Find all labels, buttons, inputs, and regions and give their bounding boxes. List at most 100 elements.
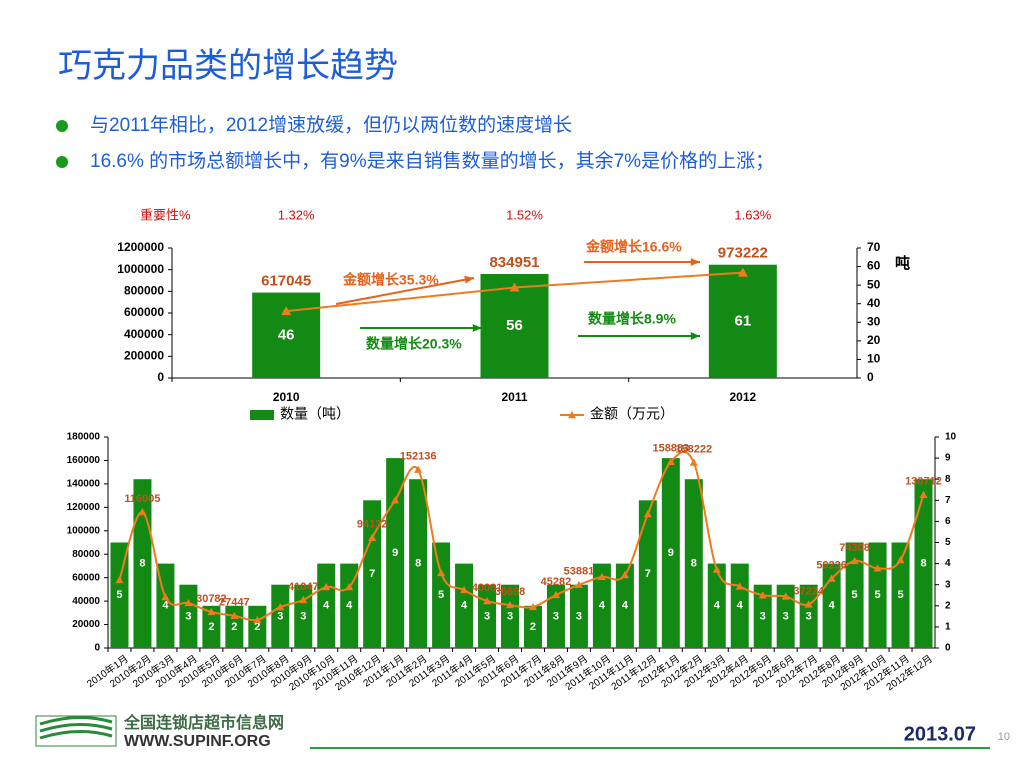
bar <box>271 584 290 648</box>
legend-swatch <box>250 410 274 420</box>
bar-label: 4 <box>714 600 721 612</box>
bullet-text: 16.6% 的市场总额增长中，有9%是来自销售数量的增长，其余7%是价格的上涨； <box>90 150 774 172</box>
y-tick-label: 1200000 <box>117 240 164 254</box>
line-marker <box>414 465 423 473</box>
line-label: 30782 <box>196 593 227 605</box>
bar-label: 3 <box>277 610 283 622</box>
line-marker <box>737 267 748 277</box>
line-marker <box>666 457 675 465</box>
bar <box>776 584 795 648</box>
bar-label: 2 <box>530 621 536 633</box>
y-tick-label: 100000 <box>67 525 101 536</box>
bar-label: 3 <box>783 610 789 622</box>
line-marker <box>689 458 698 466</box>
line-marker <box>735 582 744 590</box>
line-label: 94132 <box>357 519 388 531</box>
x-tick-label: 2012 <box>729 390 756 404</box>
y2-tick-label: 20 <box>867 333 881 347</box>
bar <box>248 605 267 648</box>
bullet-dot <box>56 120 68 132</box>
line-marker <box>345 583 354 591</box>
line-marker <box>391 496 400 504</box>
bar <box>179 584 198 648</box>
line-label: 116005 <box>124 493 160 505</box>
bar-label: 2 <box>208 621 214 633</box>
line-label: 45282 <box>541 576 572 588</box>
site-url: WWW.SUPINF.ORG <box>124 733 271 750</box>
page-number: 10 <box>998 731 1010 743</box>
legend-label: 金额（万元） <box>590 406 674 422</box>
line-label: 59236 <box>816 559 847 571</box>
line-marker <box>804 600 813 608</box>
bar <box>409 479 428 648</box>
line-marker <box>620 570 629 579</box>
bar <box>569 584 588 648</box>
bar <box>592 563 611 648</box>
line-label: 27447 <box>219 597 250 609</box>
line-marker <box>758 591 767 599</box>
y-tick-label: 400000 <box>124 327 164 341</box>
line-label: 37224 <box>793 585 824 597</box>
bar-label: 4 <box>737 600 744 612</box>
y-tick-label: 60000 <box>72 572 100 583</box>
line-marker <box>712 565 721 573</box>
bar-label: 4 <box>622 600 629 612</box>
y2-tick-label: 3 <box>945 579 951 590</box>
bar <box>455 563 474 648</box>
annotation-arrowhead <box>690 332 700 340</box>
importance-label: 1.52% <box>506 207 543 222</box>
y2-tick-label: 50 <box>867 277 881 291</box>
line-marker <box>115 576 124 584</box>
line-marker <box>483 597 492 605</box>
bar <box>546 584 565 648</box>
bar-label: 4 <box>346 600 353 612</box>
bar <box>638 500 657 648</box>
bar-label: 8 <box>415 558 421 570</box>
annotation-arrowhead <box>472 324 482 332</box>
bar <box>202 605 221 648</box>
y-tick-label: 160000 <box>67 455 101 466</box>
site-name: 全国连锁店超市信息网 <box>123 713 284 732</box>
bar <box>661 458 680 648</box>
line-marker <box>230 611 239 620</box>
line-marker <box>827 574 836 582</box>
bar-label: 9 <box>668 547 674 559</box>
bar-label: 4 <box>162 600 169 612</box>
line-label: 152136 <box>400 451 437 463</box>
y2-axis-label: 吨 <box>895 254 910 272</box>
line-marker <box>643 510 652 518</box>
bar-label: 3 <box>806 610 812 622</box>
bar <box>707 563 726 648</box>
bar-label: 5 <box>852 589 858 601</box>
slide-title: 巧克力品类的增长趋势 <box>58 47 398 85</box>
line-label: 973222 <box>718 245 768 262</box>
bar-label: 7 <box>369 568 375 580</box>
bar-label: 4 <box>599 600 606 612</box>
line-marker <box>322 583 331 591</box>
bar-label: 5 <box>116 589 122 601</box>
line-marker <box>276 603 285 611</box>
y2-tick-label: 30 <box>867 314 881 328</box>
y-tick-label: 180000 <box>67 432 101 443</box>
line-marker <box>781 592 790 600</box>
y-tick-label: 600000 <box>124 305 164 319</box>
bar-label: 7 <box>645 568 651 580</box>
bullet-dot <box>56 156 68 168</box>
y-tick-label: 120000 <box>67 502 101 513</box>
x-tick-label: 2011 <box>501 390 527 404</box>
line-marker <box>896 556 905 564</box>
bar <box>845 542 864 648</box>
line-label: 40091 <box>472 582 503 594</box>
bar-label: 5 <box>438 589 444 601</box>
bar-label: 3 <box>185 610 191 622</box>
line-marker <box>253 615 262 624</box>
line-marker <box>437 568 446 577</box>
y2-tick-label: 60 <box>867 259 881 273</box>
logo <box>35 715 117 747</box>
y2-tick-label: 0 <box>945 643 951 654</box>
annotation: 金额增长35.3% <box>342 272 439 288</box>
line-label: 130712 <box>905 476 942 488</box>
bar <box>340 563 359 648</box>
x-tick-label: 2010 <box>273 390 300 404</box>
y2-tick-label: 2 <box>945 600 951 611</box>
